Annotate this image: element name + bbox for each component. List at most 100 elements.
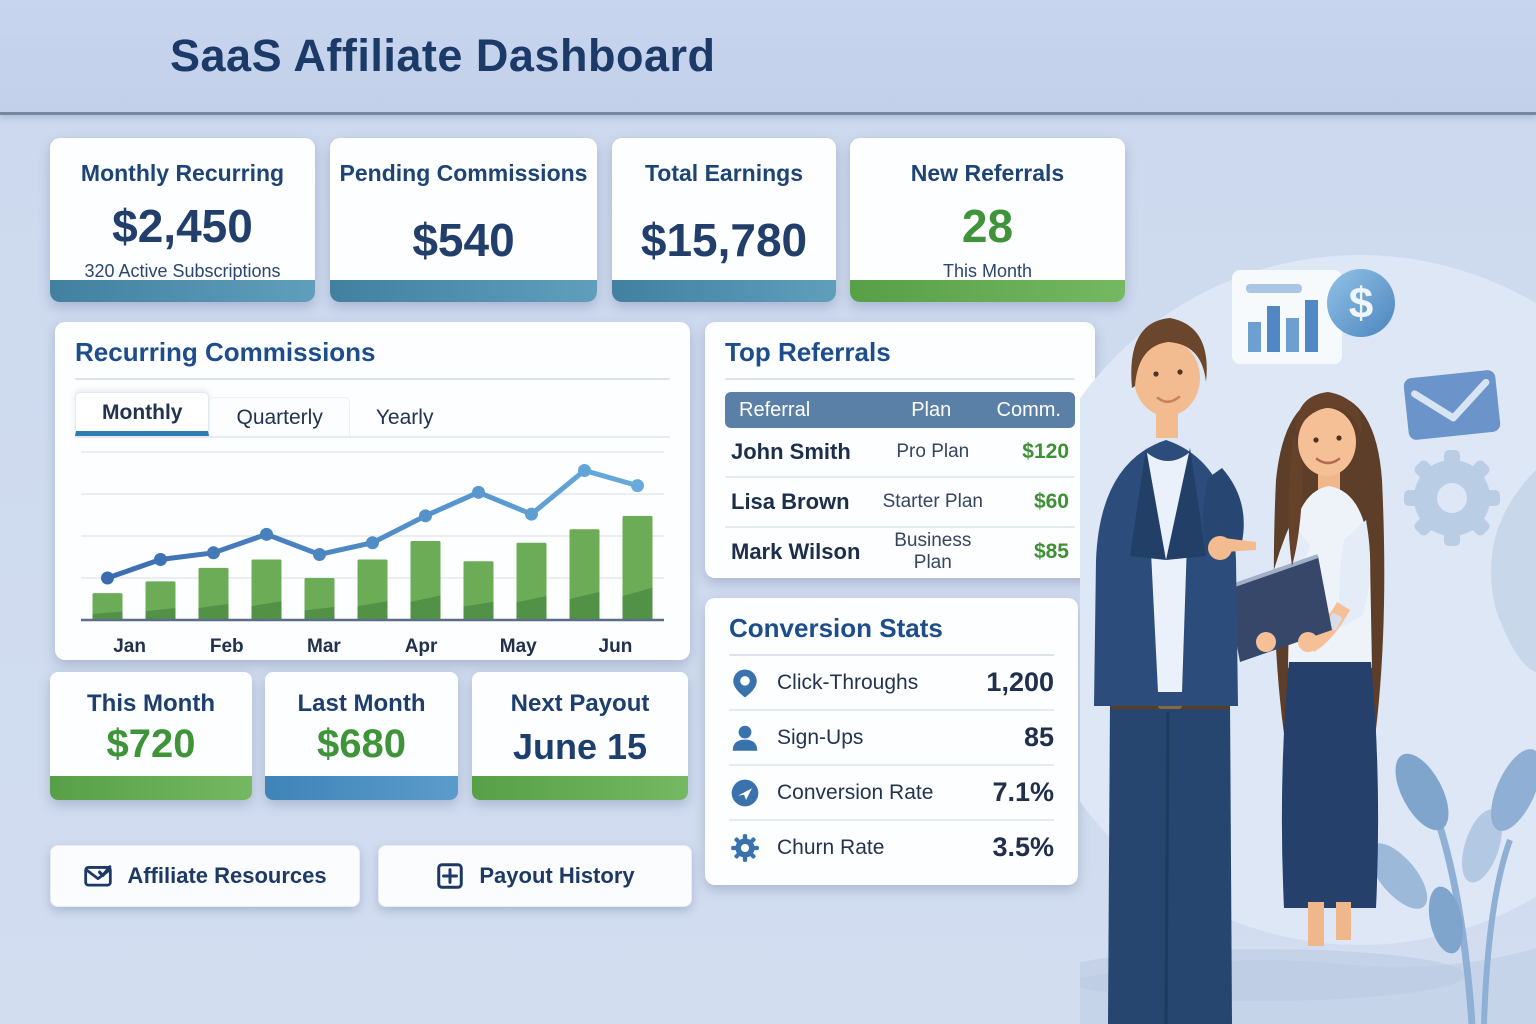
referral-name: Lisa Brown	[731, 489, 850, 514]
pin-icon	[733, 669, 757, 697]
panel-title: Recurring Commissions	[75, 337, 376, 367]
referral-plan: Starter Plan	[882, 491, 983, 512]
summary-value: $680	[317, 722, 406, 766]
tab-yearly[interactable]: Yearly	[375, 406, 434, 429]
stat-title: New Referrals	[910, 160, 1065, 186]
accent-bar	[472, 776, 688, 800]
table-row: Lisa Brown Starter Plan $60	[725, 478, 1075, 528]
stat-card-pending-commissions: Pending Commissions $540	[330, 138, 597, 302]
table-header-row: Referral Plan Comm.	[725, 392, 1075, 428]
summary-card-next-payout: Next Payout June 15	[472, 672, 688, 800]
conversion-stats-panel: Conversion Stats Click-Throughs 1,200 Si…	[705, 598, 1078, 885]
divider	[729, 654, 1054, 656]
stat-row-click-throughs: Click-Throughs 1,200	[729, 656, 1054, 711]
accent-bar	[330, 280, 597, 302]
illustration: $	[1080, 255, 1536, 1024]
column-referral: Referral	[739, 398, 811, 421]
stat-value: $2,450	[112, 200, 253, 252]
svg-text:Jan: Jan	[113, 636, 146, 657]
stat-card-monthly-recurring: Monthly Recurring $2,450 320 Active Subs…	[50, 138, 315, 302]
payout-history-button[interactable]: Payout History	[378, 845, 692, 907]
commissions-chart: Jan Feb Mar Apr May Jun	[81, 451, 664, 657]
accent-bar	[850, 280, 1125, 302]
stat-value: 1,200	[986, 667, 1054, 697]
stat-row-sign-ups: Sign-Ups 85	[729, 711, 1054, 766]
accent-bar	[612, 280, 836, 302]
gear-icon	[731, 833, 759, 862]
summary-value: June 15	[512, 726, 648, 767]
accent-bar	[50, 776, 252, 800]
referral-plan: Business Plan	[894, 530, 972, 573]
referral-name: Mark Wilson	[731, 539, 861, 564]
summary-value: $720	[106, 722, 196, 766]
stat-value: 28	[961, 200, 1014, 252]
stat-title: Pending Commissions	[339, 160, 588, 186]
dollar-coin-icon: $	[1327, 269, 1395, 337]
referral-plan: Pro Plan	[896, 441, 970, 462]
divider	[75, 378, 670, 380]
button-label: Payout History	[479, 863, 635, 888]
top-referrals-panel: Top Referrals Referral Plan Comm. John S…	[705, 322, 1095, 578]
table-row: Mark Wilson Business Plan $85	[725, 528, 1075, 576]
envelope-check-icon	[84, 865, 113, 887]
stat-title: Monthly Recurring	[80, 160, 285, 186]
column-plan: Plan	[911, 398, 952, 421]
stat-subtitle: This Month	[942, 261, 1033, 281]
stat-row-conversion-rate: Conversion Rate 7.1%	[729, 766, 1054, 821]
stat-label: Click-Throughs	[777, 670, 919, 694]
stat-label: Conversion Rate	[777, 780, 934, 804]
svg-text:Mar: Mar	[307, 636, 341, 657]
page-title: SaaS Affiliate Dashboard	[170, 30, 716, 81]
accent-bar	[50, 280, 315, 302]
person-icon	[732, 725, 758, 751]
tab-monthly[interactable]: Monthly	[75, 392, 210, 436]
summary-title: This Month	[87, 690, 215, 717]
envelope-decoration-icon	[1403, 370, 1501, 440]
header: SaaS Affiliate Dashboard	[0, 0, 1536, 115]
plant-decoration	[1368, 749, 1536, 1024]
accent-bar	[265, 776, 458, 800]
gear-decoration-icon	[1404, 450, 1500, 546]
summary-title: Next Payout	[510, 690, 650, 717]
mini-chart-icon	[1232, 270, 1342, 364]
stat-row-churn-rate: Churn Rate 3.5%	[729, 821, 1054, 874]
divider	[725, 378, 1075, 380]
grid-plus-icon	[437, 863, 464, 889]
referral-commission: $85	[1033, 540, 1069, 563]
stat-title: Total Earnings	[644, 160, 804, 186]
column-comm: Comm.	[996, 398, 1061, 421]
stat-card-total-earnings: Total Earnings $15,780	[612, 138, 836, 302]
svg-text:Apr: Apr	[405, 636, 438, 657]
table-row: John Smith Pro Plan $120	[725, 428, 1075, 478]
stat-value: 7.1%	[992, 777, 1054, 807]
summary-card-this-month: This Month $720	[50, 672, 252, 800]
stat-label: Churn Rate	[777, 835, 885, 859]
tab-quarterly[interactable]: Quarterly	[209, 397, 350, 436]
svg-text:Feb: Feb	[210, 636, 244, 657]
svg-text:May: May	[500, 636, 537, 657]
stat-value: 3.5%	[992, 832, 1054, 862]
send-arrow-icon	[731, 779, 759, 806]
chart-period-tabs: Monthly Quarterly Yearly	[75, 392, 670, 438]
referral-commission: $120	[1022, 440, 1069, 463]
summary-card-last-month: Last Month $680	[265, 672, 458, 800]
dollar-symbol: $	[1349, 279, 1373, 328]
stat-value: 85	[1023, 722, 1054, 752]
svg-text:Jun: Jun	[599, 636, 633, 657]
leaf-decoration	[1491, 470, 1536, 672]
affiliate-resources-button[interactable]: Affiliate Resources	[50, 845, 360, 907]
woman-figure	[1225, 392, 1385, 946]
referral-name: John Smith	[731, 439, 851, 464]
summary-title: Last Month	[297, 690, 426, 717]
recurring-commissions-panel: Recurring Commissions Monthly Quarterly …	[55, 322, 690, 660]
stat-value: $15,780	[640, 214, 808, 266]
stat-subtitle: 320 Active Subscriptions	[84, 261, 281, 281]
button-label: Affiliate Resources	[127, 863, 327, 888]
panel-title: Conversion Stats	[729, 613, 943, 643]
man-figure	[1094, 318, 1256, 1024]
panel-title: Top Referrals	[725, 337, 891, 367]
stat-label: Sign-Ups	[777, 725, 864, 749]
referral-commission: $60	[1033, 490, 1069, 513]
stat-card-new-referrals: New Referrals 28 This Month	[850, 138, 1125, 302]
